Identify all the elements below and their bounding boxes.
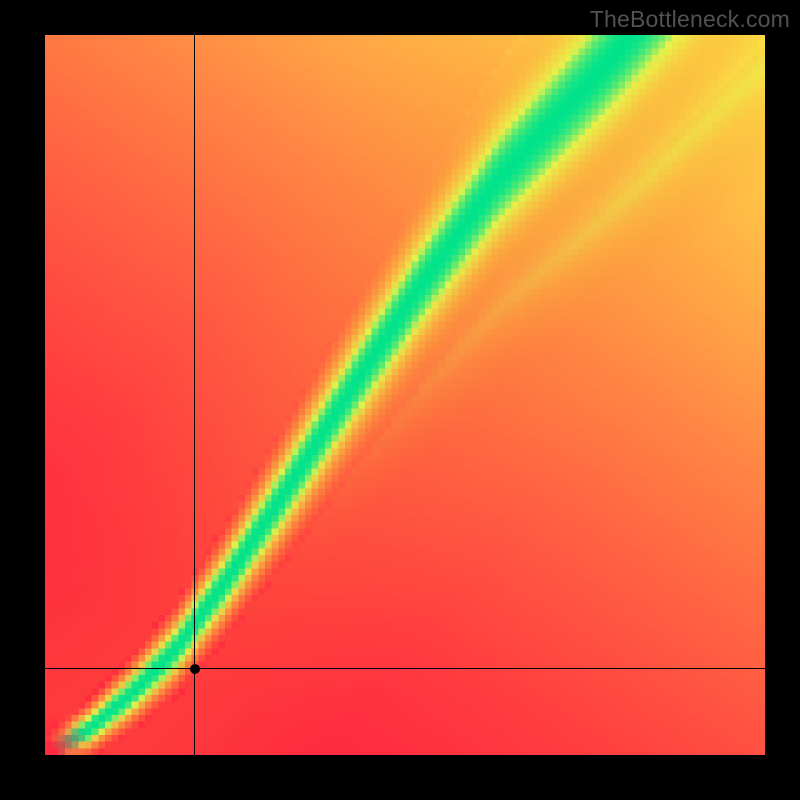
plot-area bbox=[45, 35, 765, 755]
crosshair-marker bbox=[190, 664, 200, 674]
bottleneck-heatmap bbox=[45, 35, 765, 755]
crosshair-vertical bbox=[194, 35, 195, 755]
attribution-text: TheBottleneck.com bbox=[590, 6, 790, 33]
crosshair-horizontal bbox=[45, 668, 765, 669]
